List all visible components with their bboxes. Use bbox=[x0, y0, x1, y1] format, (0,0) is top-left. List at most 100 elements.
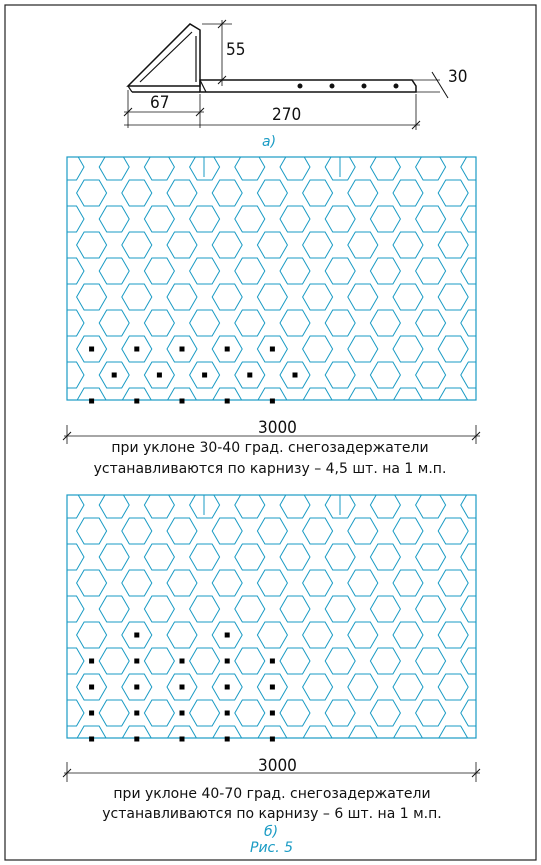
snow-guard-marker bbox=[224, 398, 230, 404]
panel-a bbox=[66, 128, 536, 440]
snow-guard-marker bbox=[179, 398, 185, 404]
roof-tile bbox=[302, 517, 334, 545]
roof-tile bbox=[302, 179, 334, 207]
roof-tile bbox=[347, 335, 379, 363]
panel-b bbox=[9, 466, 513, 778]
roof-tile bbox=[415, 595, 447, 623]
roof-tile bbox=[166, 517, 198, 545]
roof-tile bbox=[189, 361, 221, 389]
roof-tile bbox=[347, 387, 378, 400]
bracket-hole bbox=[297, 83, 303, 89]
roof-tile bbox=[9, 544, 39, 570]
roof-tile bbox=[166, 387, 198, 400]
snow-guard-marker bbox=[292, 372, 298, 378]
roof-tile bbox=[166, 673, 198, 701]
snow-guard-marker bbox=[89, 398, 95, 404]
roof-tile bbox=[415, 361, 447, 389]
bracket-hook-inner bbox=[139, 31, 193, 83]
roof-tile bbox=[460, 361, 476, 389]
roof-tile bbox=[189, 157, 221, 181]
sheet-border bbox=[4, 4, 537, 861]
roof-tile bbox=[256, 673, 288, 701]
snow-guard-marker bbox=[224, 710, 230, 716]
roof-tile bbox=[369, 595, 401, 623]
roof-tile bbox=[67, 647, 85, 675]
snow-guard-marker bbox=[247, 372, 253, 378]
snow-guard-marker bbox=[269, 736, 275, 742]
roof-tile bbox=[460, 157, 476, 181]
roof-tile bbox=[279, 257, 311, 285]
panel-b-border bbox=[66, 494, 477, 739]
roof-tile bbox=[76, 387, 107, 400]
roof-tile bbox=[98, 495, 130, 519]
snow-guard-markers-a bbox=[89, 346, 298, 404]
panel-a-border bbox=[66, 156, 477, 401]
roof-tile bbox=[121, 387, 152, 400]
roof-tile bbox=[121, 517, 153, 545]
roof-tile bbox=[143, 309, 175, 337]
roof-tile bbox=[506, 154, 536, 180]
roof-tile bbox=[256, 569, 288, 597]
snow-guard-marker bbox=[224, 658, 230, 664]
bracket-hole bbox=[329, 83, 335, 89]
roof-tile bbox=[98, 257, 130, 285]
roof-tile bbox=[98, 543, 130, 571]
snow-guard-marker bbox=[202, 372, 208, 378]
panel-a-caption-line2: устанавливаются по карнизу – 4,5 шт. на … bbox=[94, 461, 447, 477]
roof-tile bbox=[483, 466, 513, 492]
roof-tile bbox=[144, 752, 174, 778]
roof-tile bbox=[415, 205, 447, 233]
roof-tile bbox=[76, 231, 108, 259]
roof-tile bbox=[67, 157, 85, 181]
dim-3000-a-tick bbox=[471, 431, 481, 441]
roof-tile bbox=[324, 205, 356, 233]
roof-tile bbox=[67, 257, 85, 285]
roof-tile bbox=[76, 725, 107, 738]
roof-tile bbox=[506, 414, 536, 440]
snow-guard-marker bbox=[179, 684, 185, 690]
roof-tile bbox=[234, 309, 266, 337]
roof-tile bbox=[31, 622, 61, 648]
roof-tile bbox=[76, 569, 108, 597]
roof-tile bbox=[98, 595, 130, 623]
roof-tile bbox=[121, 179, 153, 207]
roof-tile bbox=[460, 647, 476, 675]
dim-3000-b-label: 3000 bbox=[258, 756, 297, 776]
roof-tile bbox=[279, 495, 311, 519]
snow-guard-marker bbox=[224, 684, 230, 690]
dim-67-label: 67 bbox=[150, 93, 169, 113]
snow-guard-marker bbox=[134, 632, 140, 638]
roof-tile bbox=[189, 495, 221, 519]
roof-tile bbox=[415, 309, 447, 337]
roof-tile bbox=[189, 699, 221, 727]
roof-tile bbox=[392, 621, 424, 649]
roof-tile bbox=[393, 128, 423, 154]
snow-guard-marker bbox=[179, 658, 185, 664]
roof-tile bbox=[166, 621, 198, 649]
roof-tile bbox=[31, 466, 61, 492]
bracket-hole bbox=[393, 83, 399, 89]
roof-tile bbox=[9, 648, 39, 674]
roof-tile bbox=[98, 157, 130, 181]
dim-55-tick bbox=[217, 75, 227, 85]
roof-tile bbox=[392, 569, 424, 597]
roof-tile bbox=[325, 752, 355, 778]
roof-tile bbox=[54, 752, 84, 778]
roof-tile bbox=[143, 205, 175, 233]
roof-tile bbox=[460, 309, 476, 337]
roof-tile bbox=[279, 309, 311, 337]
snow-guard-marker bbox=[134, 736, 140, 742]
roof-tile bbox=[415, 699, 447, 727]
roof-tile bbox=[121, 569, 153, 597]
roof-tile bbox=[302, 725, 333, 738]
roof-tile bbox=[212, 387, 243, 400]
roof-tile bbox=[234, 647, 266, 675]
roof-tile bbox=[143, 157, 175, 181]
roof-tile bbox=[211, 335, 243, 363]
roof-tile bbox=[302, 569, 334, 597]
roof-tile bbox=[415, 495, 447, 519]
roof-tile bbox=[369, 495, 401, 519]
roof-tile bbox=[347, 179, 379, 207]
roof-tile bbox=[121, 283, 153, 311]
